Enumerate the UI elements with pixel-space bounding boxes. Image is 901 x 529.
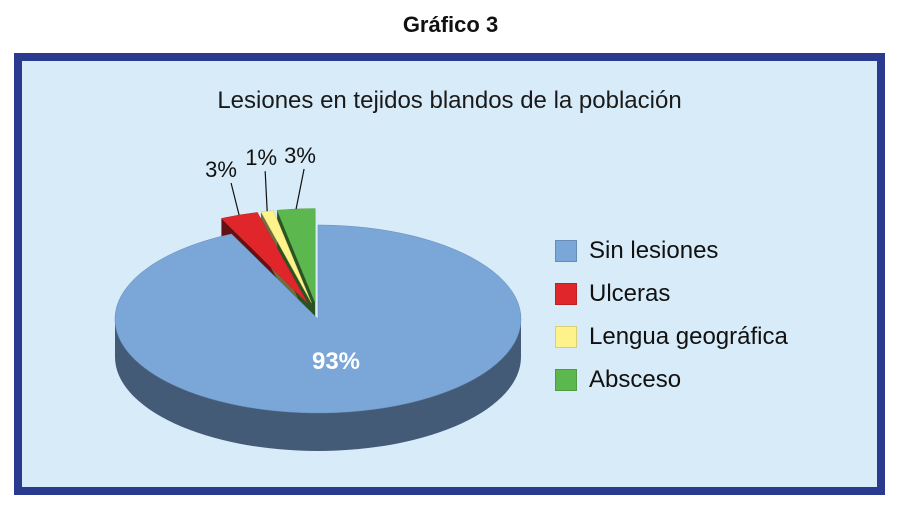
- pie-leader-2: [264, 171, 268, 212]
- legend-label-sin-lesiones: Sin lesiones: [589, 236, 719, 264]
- legend-item-ulceras: Ulceras: [555, 272, 788, 315]
- chart-caption: Gráfico 3: [402, 12, 499, 37]
- legend-item-absceso: Absceso: [555, 358, 788, 401]
- legend-label-lengua-geografica: Lengua geográfica: [589, 322, 788, 350]
- chart-title: Lesiones en tejidos blandos de la poblac…: [217, 87, 682, 114]
- pie-label-3: 3%: [284, 143, 316, 168]
- chart-legend: Sin lesiones Ulceras Lengua geográfica A…: [555, 229, 788, 401]
- pie-leader-3: [295, 168, 305, 210]
- legend-swatch-sin-lesiones: [555, 239, 577, 262]
- pie-slice-0: [114, 224, 522, 414]
- legend-item-lengua-geografica: Lengua geográfica: [555, 315, 788, 358]
- legend-item-sin-lesiones: Sin lesiones: [555, 229, 788, 272]
- pie-side-0: [115, 319, 521, 451]
- legend-label-ulceras: Ulceras: [589, 279, 671, 307]
- pie-label-0: 93%: [312, 348, 360, 375]
- chart-panel: Lesiones en tejidos blandos de la poblac…: [22, 61, 877, 487]
- legend-swatch-absceso: [555, 368, 577, 391]
- chart-frame: Lesiones en tejidos blandos de la poblac…: [14, 53, 885, 495]
- pie-label-1: 3%: [205, 157, 237, 182]
- pie-slice-2: [260, 210, 312, 304]
- pie-label-2: 1%: [245, 145, 277, 170]
- pie-leader-1: [230, 182, 240, 216]
- legend-swatch-lengua-geografica: [555, 325, 577, 348]
- pie-chart: 93% 3% 1% 3%: [114, 143, 522, 451]
- legend-label-absceso: Absceso: [589, 365, 682, 393]
- pie-slice-1: [220, 212, 309, 304]
- legend-swatch-ulceras: [555, 282, 577, 305]
